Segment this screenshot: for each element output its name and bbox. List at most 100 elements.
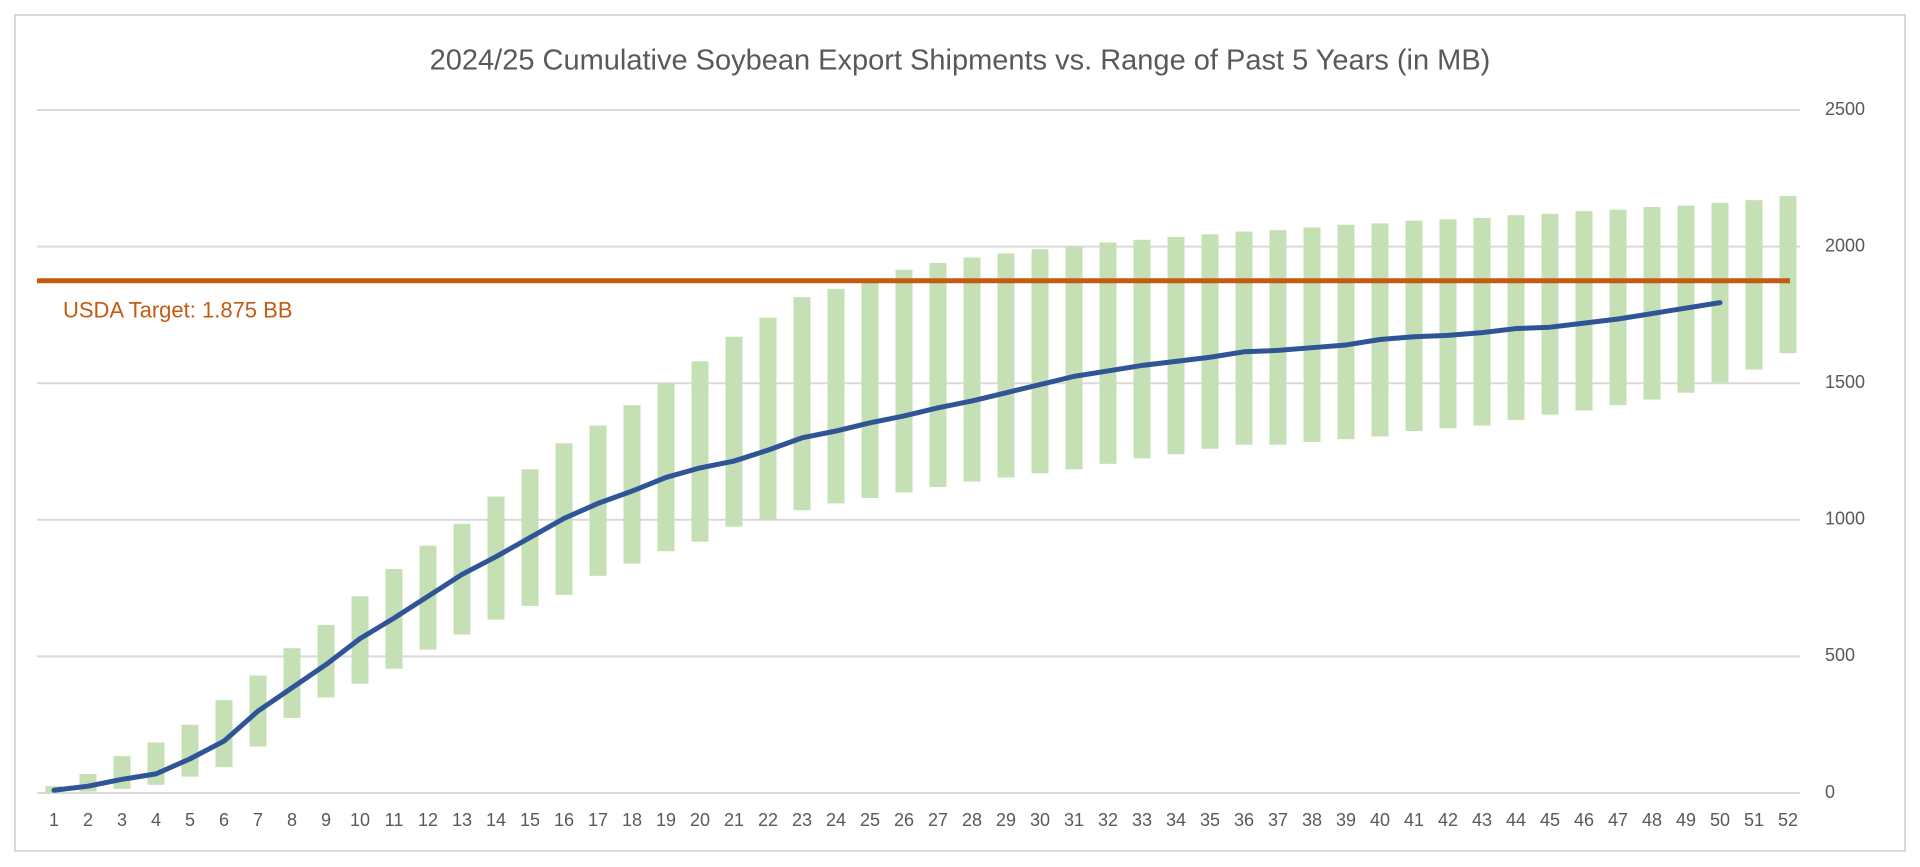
range-bar (1269, 230, 1287, 445)
range-bar (1473, 217, 1491, 426)
range-bar (181, 724, 199, 777)
range-bar (1541, 213, 1559, 415)
range-bar (963, 257, 981, 482)
x-tick-label: 45 (1540, 810, 1560, 830)
range-bar (1711, 202, 1729, 384)
x-tick-label: 50 (1710, 810, 1730, 830)
x-tick-label: 36 (1234, 810, 1254, 830)
range-bar (827, 288, 845, 504)
x-tick-label: 31 (1064, 810, 1084, 830)
range-bar (1643, 206, 1661, 400)
range-bar (1677, 205, 1695, 393)
range-bar (317, 624, 335, 698)
x-tick-label: 8 (287, 810, 297, 830)
x-tick-label: 5 (185, 810, 195, 830)
x-tick-label: 10 (350, 810, 370, 830)
range-bar (691, 361, 709, 542)
range-bar (1167, 237, 1185, 455)
range-bar (1099, 242, 1117, 464)
x-tick-label: 41 (1404, 810, 1424, 830)
range-bar (1235, 231, 1253, 445)
x-tick-label: 38 (1302, 810, 1322, 830)
x-tick-label: 48 (1642, 810, 1662, 830)
range-bar (1609, 209, 1627, 406)
y-tick-label: 2000 (1825, 235, 1865, 255)
x-tick-label: 37 (1268, 810, 1288, 830)
range-bar (895, 269, 913, 493)
x-tick-label: 9 (321, 810, 331, 830)
x-tick-label: 27 (928, 810, 948, 830)
range-bar (215, 700, 233, 768)
range-bar (929, 262, 947, 488)
range-bar (759, 317, 777, 520)
x-tick-label: 39 (1336, 810, 1356, 830)
range-bar (1575, 211, 1593, 411)
range-bar (1065, 246, 1083, 470)
x-tick-label: 11 (385, 810, 404, 830)
x-tick-label: 40 (1370, 810, 1390, 830)
range-bar (861, 279, 879, 498)
range-bar (1337, 224, 1355, 440)
x-tick-label: 7 (253, 810, 263, 830)
x-tick-label: 21 (724, 810, 744, 830)
range-bar (1201, 234, 1219, 449)
x-tick-label: 43 (1472, 810, 1492, 830)
x-tick-label: 52 (1778, 810, 1798, 830)
chart-border (14, 14, 1906, 852)
x-tick-label: 42 (1438, 810, 1458, 830)
range-bar (453, 523, 471, 635)
x-tick-label: 19 (656, 810, 676, 830)
x-tick-label: 51 (1744, 810, 1764, 830)
range-bar (793, 297, 811, 511)
x-tick-label: 25 (860, 810, 880, 830)
range-bar (283, 648, 301, 718)
range-bar (1779, 196, 1797, 354)
x-tick-label: 33 (1132, 810, 1152, 830)
shipments-line (51, 300, 1723, 793)
x-tick-label: 16 (554, 810, 574, 830)
x-tick-label: 47 (1608, 810, 1628, 830)
x-tick-label: 34 (1166, 810, 1186, 830)
x-tick-label: 35 (1200, 810, 1220, 830)
x-tick-label: 24 (826, 810, 846, 830)
x-tick-label: 15 (520, 810, 540, 830)
range-bar (147, 742, 165, 785)
x-tick-label: 4 (151, 810, 161, 830)
range-bar (657, 383, 675, 552)
x-tick-label: 32 (1098, 810, 1118, 830)
x-tick-label: 1 (49, 810, 59, 830)
target-label: USDA Target: 1.875 BB (63, 298, 293, 323)
range-bar (589, 425, 607, 576)
y-tick-label: 1000 (1825, 509, 1865, 529)
x-tick-label: 18 (622, 810, 642, 830)
y-tick-label: 1500 (1825, 372, 1865, 392)
range-bar (113, 756, 131, 789)
range-bar (1303, 227, 1321, 442)
range-bar (1031, 249, 1049, 474)
x-tick-label: 26 (894, 810, 914, 830)
x-tick-label: 17 (588, 810, 608, 830)
range-bar (1371, 223, 1389, 437)
x-tick-label: 3 (117, 810, 127, 830)
x-tick-label: 29 (996, 810, 1016, 830)
x-tick-label: 23 (792, 810, 812, 830)
range-bar (997, 253, 1015, 478)
y-tick-label: 2500 (1825, 99, 1865, 119)
range-bar (1405, 220, 1423, 432)
x-tick-label: 13 (452, 810, 472, 830)
x-tick-label: 6 (219, 810, 229, 830)
range-bar (1439, 219, 1457, 429)
x-tick-label: 30 (1030, 810, 1050, 830)
x-tick-label: 14 (486, 810, 506, 830)
x-tick-label: 49 (1676, 810, 1696, 830)
x-tick-label: 22 (758, 810, 778, 830)
range-bar (623, 405, 641, 564)
range-bar (1745, 200, 1763, 370)
chart-title: 2024/25 Cumulative Soybean Export Shipme… (430, 45, 1491, 77)
range-bar (1133, 239, 1151, 459)
range-bar (725, 336, 743, 527)
x-tick-label: 20 (690, 810, 710, 830)
range-bar (1507, 215, 1525, 421)
